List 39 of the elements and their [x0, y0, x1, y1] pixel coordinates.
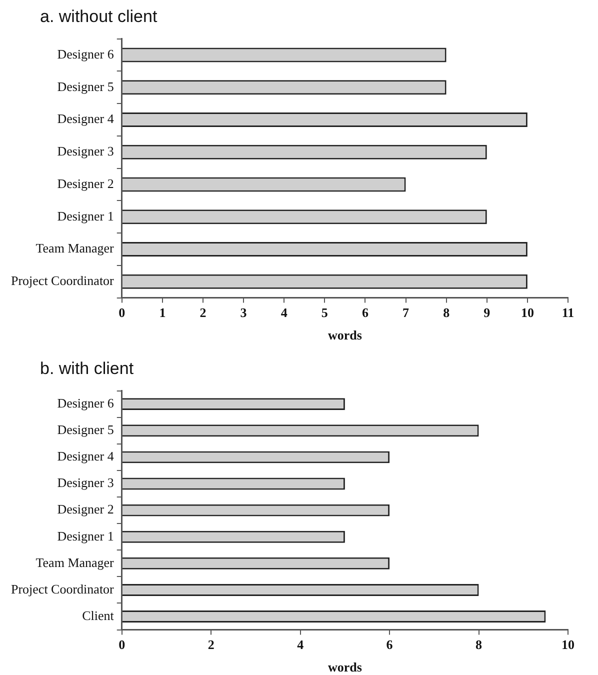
x-tick-label: 6 — [362, 304, 369, 320]
y-tick-label: Team Manager — [36, 240, 115, 256]
y-tick-label: Designer 5 — [57, 78, 114, 94]
x-tick-label: 6 — [386, 636, 394, 652]
y-tick-label: Designer 6 — [57, 46, 114, 62]
x-tick-label: 4 — [297, 636, 304, 652]
x-tick-label: 2 — [208, 636, 214, 652]
y-tick-label: Designer 4 — [57, 448, 114, 464]
y-tick-label: Project Coordinator — [10, 581, 115, 596]
y-tick-label: Designer 2 — [57, 502, 114, 517]
x-tick-label: 10 — [562, 636, 574, 652]
x-tick-label: 10 — [520, 304, 534, 320]
x-tick-label: 8 — [443, 304, 450, 320]
x-tick-label: 2 — [200, 304, 206, 320]
y-tick-label: Project Coordinator — [10, 273, 115, 288]
x-tick-label: 5 — [321, 304, 328, 320]
x-tick-label: 8 — [476, 636, 483, 652]
y-tick-label: Designer 1 — [57, 528, 114, 544]
x-tick-label: 0 — [118, 636, 126, 652]
y-tick-label: Designer 4 — [57, 111, 114, 126]
x-tick-label: 3 — [240, 304, 248, 320]
y-tick-label: Designer 5 — [57, 422, 114, 438]
x-tick-label: 9 — [484, 304, 491, 320]
y-tick-label: Team Manager — [36, 554, 115, 570]
chart-title: a. without client — [39, 6, 158, 28]
x-axis-title: words — [328, 328, 362, 343]
x-tick-label: 4 — [280, 304, 288, 320]
y-tick-label: Designer 6 — [57, 396, 114, 410]
x-tick-label: 7 — [402, 304, 410, 320]
y-tick-label: Designer 3 — [57, 144, 114, 159]
y-tick-label: Designer 3 — [57, 475, 114, 490]
y-tick-label: Designer 2 — [57, 176, 114, 191]
y-tick-label: Client — [82, 608, 114, 623]
x-tick-label: 11 — [562, 304, 574, 320]
x-tick-label: 1 — [159, 304, 166, 320]
x-axis-title: words — [328, 660, 362, 675]
chart-title: b. with client — [39, 358, 135, 380]
x-tick-label: 0 — [118, 304, 126, 320]
y-tick-label: Designer 1 — [57, 208, 114, 224]
